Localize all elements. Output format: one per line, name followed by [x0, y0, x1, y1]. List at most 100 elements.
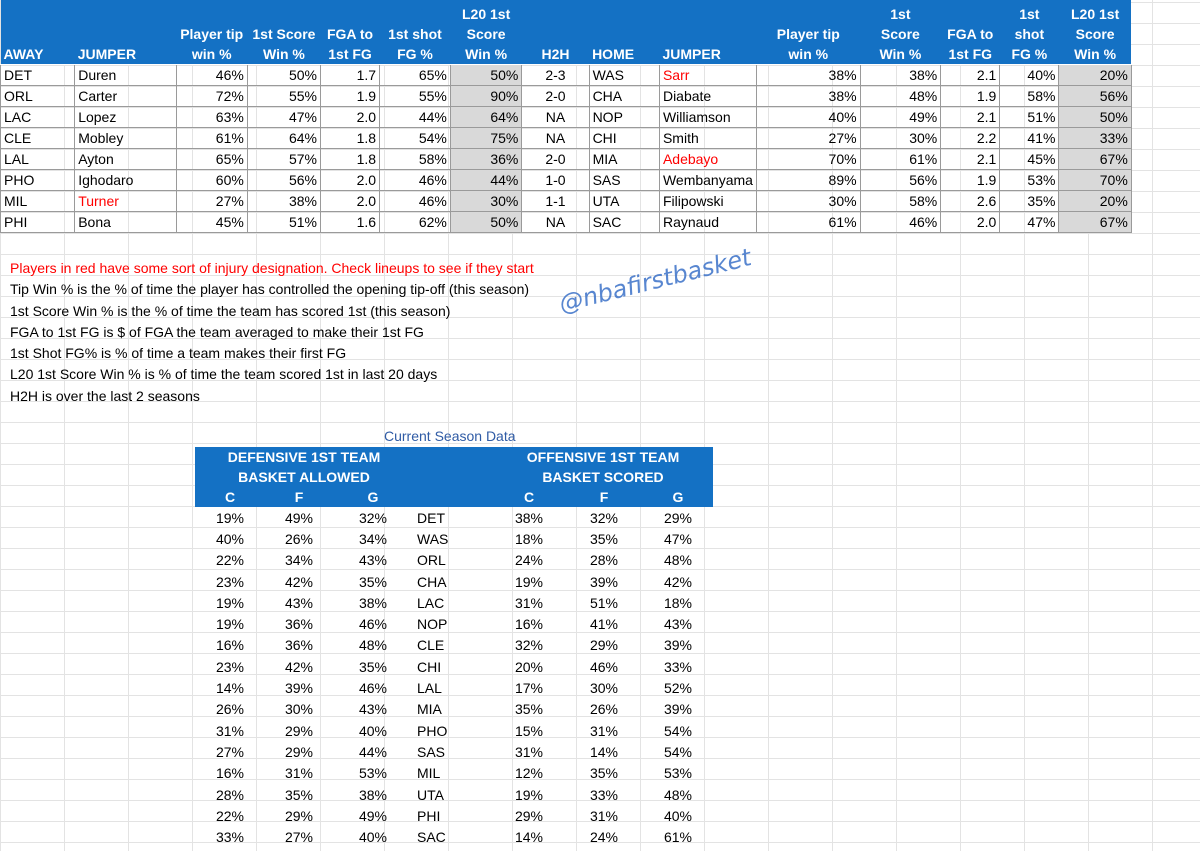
off-g: 33% [663, 658, 693, 675]
season-row[interactable]: 19% 43% 38% LAC 31% 51% 18% [195, 592, 713, 613]
header-home: HOME [589, 0, 660, 65]
away-l20: 90% [449, 85, 523, 107]
season-row[interactable]: 33% 27% 40% SAC 14% 24% 61% [195, 826, 713, 847]
header-l20: L20 1st Score Win % [450, 0, 522, 65]
h2h: 1-1 [521, 190, 590, 212]
season-team: LAL [417, 680, 442, 697]
def-c: 26% [215, 701, 245, 718]
season-table: DEFENSIVE 1ST TEAM BASKET ALLOWED OFFENSI… [195, 447, 713, 848]
off-g: 48% [663, 552, 693, 569]
home-score-win: 56% [859, 169, 942, 191]
def-c: 31% [215, 722, 245, 739]
off-f: 35% [589, 530, 619, 547]
away-jumper: Ayton [74, 148, 177, 170]
def-f: 36% [284, 616, 314, 633]
season-row[interactable]: 28% 35% 38% UTA 19% 33% 48% [195, 784, 713, 805]
season-team: PHO [417, 722, 448, 739]
header-home-score: 1st Score Win % [860, 0, 941, 65]
home-fga: 1.9 [940, 85, 1001, 107]
season-row[interactable]: 16% 31% 53% MIL 12% 35% 53% [195, 763, 713, 784]
matchup-row[interactable]: MIL Turner 27% 38% 2.0 46% 30% 1-1 UTA F… [0, 190, 1200, 212]
season-row[interactable]: 19% 36% 46% NOP 16% 41% 43% [195, 613, 713, 634]
season-row[interactable]: 31% 29% 40% PHO 15% 31% 54% [195, 720, 713, 741]
matchup-row[interactable]: PHO Ighodaro 60% 56% 2.0 46% 44% 1-0 SAS… [0, 169, 1200, 191]
season-row[interactable]: 14% 39% 46% LAL 17% 30% 52% [195, 677, 713, 698]
def-f: 49% [284, 509, 314, 526]
def-c: 23% [215, 658, 245, 675]
home-tip-win: 61% [755, 211, 861, 233]
season-team: SAC [417, 829, 446, 846]
matchups-table: AWAY JUMPER Player tip win % 1st Score Win… [0, 0, 1200, 233]
away-fga: 2.0 [320, 106, 381, 128]
away-jumper: Ighodaro [74, 169, 177, 191]
matchup-row[interactable]: LAL Ayton 65% 57% 1.8 58% 36% 2-0 MIA Ad… [0, 148, 1200, 170]
home-score-win: 61% [859, 148, 942, 170]
season-row[interactable]: 23% 42% 35% CHI 20% 46% 33% [195, 656, 713, 677]
h2h: NA [521, 211, 590, 233]
def-c: 16% [215, 765, 245, 782]
matchup-row[interactable]: ORL Carter 72% 55% 1.9 55% 90% 2-0 CHA D… [0, 85, 1200, 107]
def-g: 35% [358, 573, 388, 590]
def-g: 46% [358, 616, 388, 633]
matchup-row[interactable]: DET Duren 46% 50% 1.7 65% 50% 2-3 WAS Sa… [0, 64, 1200, 86]
off-f: 39% [589, 573, 619, 590]
home-tip-win: 38% [755, 64, 861, 86]
season-row[interactable]: 26% 30% 43% MIA 35% 26% 39% [195, 699, 713, 720]
season-team: CHA [417, 573, 447, 590]
away-l20: 64% [449, 106, 523, 128]
away-fga: 1.6 [320, 211, 381, 233]
off-f: 14% [589, 743, 619, 760]
away-l20: 44% [449, 169, 523, 191]
away-fga: 2.0 [320, 169, 381, 191]
home-team: UTA [588, 190, 660, 212]
season-row[interactable]: 16% 36% 48% CLE 32% 29% 39% [195, 635, 713, 656]
home-jumper: Williamson [658, 106, 757, 128]
off-c: 12% [514, 765, 544, 782]
season-row[interactable]: 40% 26% 34% WAS 18% 35% 47% [195, 528, 713, 549]
home-team: SAS [588, 169, 660, 191]
injury-note: Players in red have some sort of injury … [10, 260, 534, 276]
away-team: ORL [0, 85, 76, 107]
home-jumper: Wembanyama [658, 169, 757, 191]
away-team: PHI [0, 211, 76, 233]
season-title: Current Season Data [384, 428, 516, 444]
season-row[interactable]: 23% 42% 35% CHA 19% 39% 42% [195, 571, 713, 592]
season-row[interactable]: 22% 34% 43% ORL 24% 28% 48% [195, 550, 713, 571]
season-row[interactable]: 27% 29% 44% SAS 31% 14% 54% [195, 741, 713, 762]
home-jumper: Diabate [658, 85, 757, 107]
def-pos-c: C [195, 487, 265, 507]
matchup-row[interactable]: PHI Bona 45% 51% 1.6 62% 50% NA SAC Rayn… [0, 211, 1200, 233]
home-jumper: Raynaud [658, 211, 757, 233]
off-f: 28% [589, 552, 619, 569]
off-c: 32% [514, 637, 544, 654]
matchup-row[interactable]: LAC Lopez 63% 47% 2.0 44% 64% NA NOP Wil… [0, 106, 1200, 128]
season-row[interactable]: 19% 49% 32% DET 38% 32% 29% [195, 507, 713, 528]
season-row[interactable]: 22% 29% 49% PHI 29% 31% 40% [195, 805, 713, 826]
away-score-win: 38% [246, 190, 322, 212]
away-fga: 1.8 [320, 148, 381, 170]
away-tip-win: 61% [175, 127, 248, 149]
home-tip-win: 38% [755, 85, 861, 107]
h2h: 1-0 [521, 169, 590, 191]
home-shot-fg: 53% [999, 169, 1060, 191]
legend-notes: Players in red have some sort of injury … [10, 258, 534, 407]
def-c: 14% [215, 680, 245, 697]
header-home-shot: 1st shot FG % [999, 0, 1059, 65]
off-f: 24% [589, 829, 619, 846]
header-score: 1st Score Win % [247, 0, 321, 65]
off-g: 48% [663, 786, 693, 803]
l20-note: L20 1st Score Win % is % of time the tea… [10, 366, 438, 383]
shot-note: 1st Shot FG% is % of time a team makes t… [10, 345, 347, 362]
off-f: 30% [589, 680, 619, 697]
away-tip-win: 72% [175, 85, 248, 107]
home-fga: 2.2 [940, 127, 1001, 149]
pos-spacer [413, 487, 493, 507]
def-g: 49% [358, 807, 388, 824]
matchup-row[interactable]: CLE Mobley 61% 64% 1.8 54% 75% NA CHI Sm… [0, 127, 1200, 149]
def-f: 26% [284, 530, 314, 547]
header-h2h: H2H [521, 0, 590, 65]
away-team: DET [0, 64, 76, 86]
h2h-note: H2H is over the last 2 seasons [10, 387, 200, 404]
away-score-win: 64% [246, 127, 322, 149]
off-g: 61% [663, 829, 693, 846]
